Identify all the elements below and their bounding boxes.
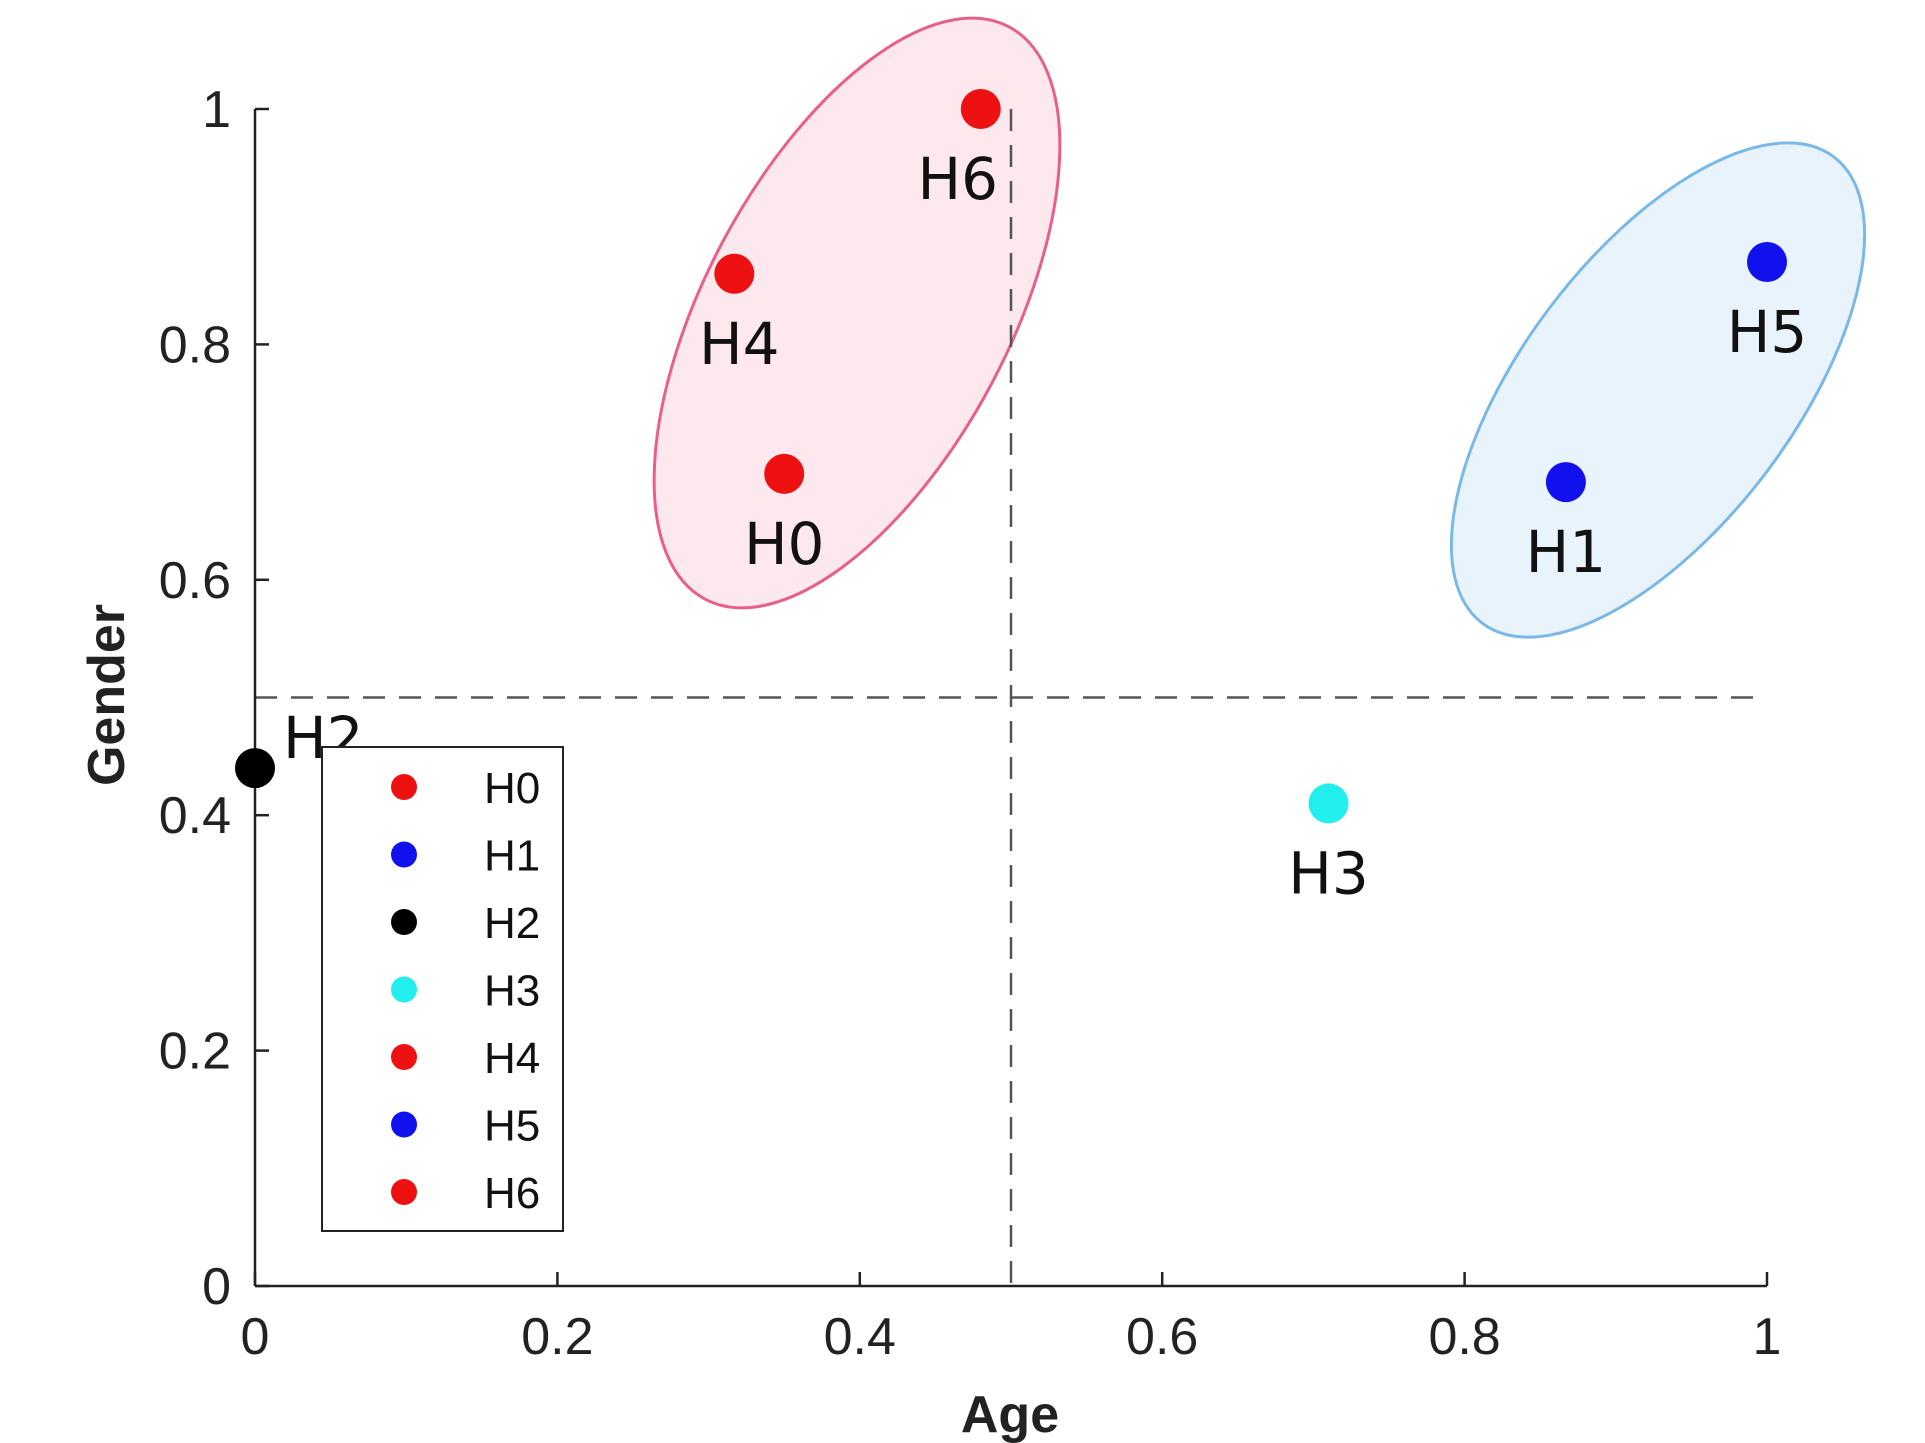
axes: 0 0.2 0.4 0.6 0.8 1 0 0.2 0.4 0.6 0.8 1 xyxy=(159,81,1782,1366)
legend-label-h5: H5 xyxy=(484,1102,540,1151)
y-tick-label: 0.2 xyxy=(159,1023,231,1081)
legend-label-h0: H0 xyxy=(484,764,540,813)
y-axis-title: Gender xyxy=(78,604,136,786)
legend-label-h4: H4 xyxy=(484,1034,540,1083)
point-label-h3: H3 xyxy=(1288,839,1369,907)
x-tick-label: 0.4 xyxy=(824,1308,896,1366)
legend-label-h1: H1 xyxy=(484,832,540,881)
point-h1 xyxy=(1545,462,1586,503)
legend-label-h6: H6 xyxy=(484,1169,540,1218)
y-tick-label: 0.8 xyxy=(159,316,231,374)
point-label-h6: H6 xyxy=(918,145,999,213)
legend: H0 H1 H2 H3 H4 H5 H6 xyxy=(321,746,564,1232)
x-axis-title: Age xyxy=(961,1386,1059,1443)
y-tick-label: 0.6 xyxy=(159,552,231,610)
point-label-h1: H1 xyxy=(1526,518,1607,586)
x-tick-label: 1 xyxy=(1753,1308,1782,1366)
x-tick-label: 0.2 xyxy=(521,1308,593,1366)
legend-box xyxy=(321,746,564,1232)
point-h0 xyxy=(764,453,805,494)
legend-marker-h1 xyxy=(391,841,417,868)
x-tick-label: 0 xyxy=(241,1308,270,1366)
point-label-h4: H4 xyxy=(699,310,780,378)
red-cluster-ellipse xyxy=(652,16,1062,610)
x-tick-label: 0.6 xyxy=(1126,1308,1198,1366)
legend-label-h3: H3 xyxy=(484,967,540,1016)
point-h6 xyxy=(960,89,1001,129)
y-tick-label: 0 xyxy=(202,1258,231,1316)
point-label-h0: H0 xyxy=(744,510,825,578)
y-tick-label: 0.4 xyxy=(159,787,231,845)
point-h4 xyxy=(714,253,755,294)
legend-marker-h6 xyxy=(391,1179,417,1205)
x-tick-label: 0.8 xyxy=(1428,1308,1500,1366)
reference-lines xyxy=(255,109,1767,1286)
legend-marker-h0 xyxy=(391,774,417,800)
legend-marker-h4 xyxy=(391,1044,417,1070)
data-points xyxy=(235,89,1787,824)
legend-label-h2: H2 xyxy=(484,899,540,948)
point-label-h5: H5 xyxy=(1727,298,1808,366)
blue-cluster-ellipse xyxy=(1449,141,1867,639)
legend-marker-h3 xyxy=(391,976,417,1003)
legend-marker-h5 xyxy=(391,1111,417,1138)
point-h3 xyxy=(1308,783,1349,824)
point-h2 xyxy=(235,748,275,789)
y-tick-label: 1 xyxy=(202,81,231,139)
legend-marker-h2 xyxy=(391,909,417,935)
point-h5 xyxy=(1747,242,1787,283)
